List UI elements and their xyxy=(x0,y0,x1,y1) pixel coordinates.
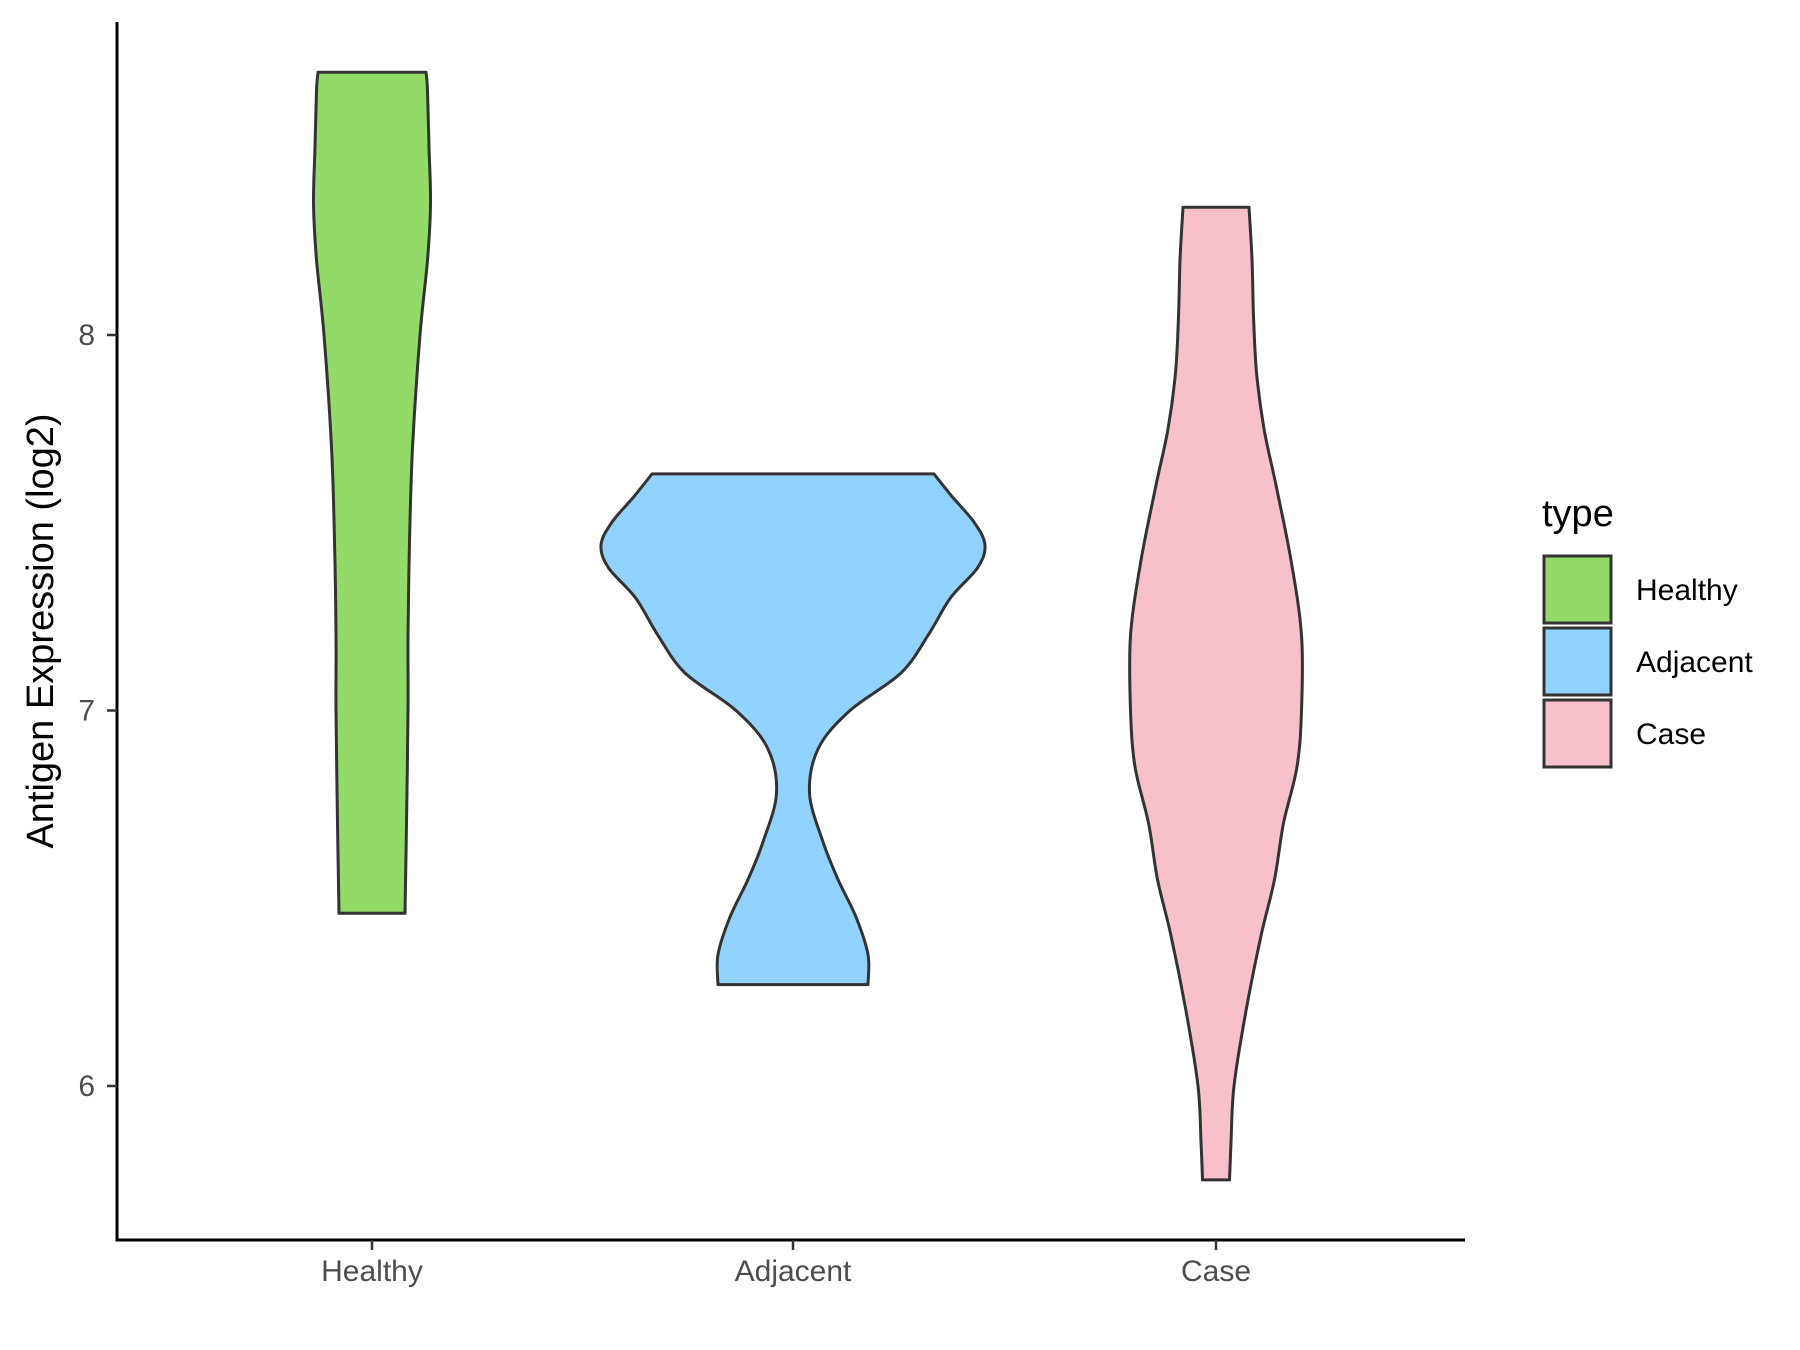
y-axis-title: Antigen Expression (log2) xyxy=(20,413,62,848)
legend-label-adjacent: Adjacent xyxy=(1636,646,1753,679)
legend: Healthy Adjacent Case xyxy=(1542,554,1753,769)
x-tick-label: Healthy xyxy=(321,1255,423,1288)
legend-title: type xyxy=(1542,493,1614,535)
violin-adjacent xyxy=(599,472,987,987)
legend-key-healthy xyxy=(1542,554,1613,625)
y-tick-label: 8 xyxy=(78,319,95,352)
y-tick-label: 7 xyxy=(78,695,95,728)
x-tick-label: Adjacent xyxy=(735,1255,852,1288)
legend-label-case: Case xyxy=(1636,718,1706,751)
violin-layer xyxy=(311,70,1305,1182)
legend-label-healthy: Healthy xyxy=(1636,574,1738,607)
x-tick-label: Case xyxy=(1181,1255,1251,1288)
legend-key-adjacent xyxy=(1542,626,1613,697)
y-tick-label: 6 xyxy=(78,1070,95,1103)
y-axis-ticks: 6 7 8 xyxy=(78,319,117,1103)
violin-case xyxy=(1128,205,1305,1182)
legend-key-case xyxy=(1542,698,1613,769)
violin-healthy xyxy=(311,70,433,915)
x-axis-ticks: Healthy Adjacent Case xyxy=(321,1240,1251,1288)
